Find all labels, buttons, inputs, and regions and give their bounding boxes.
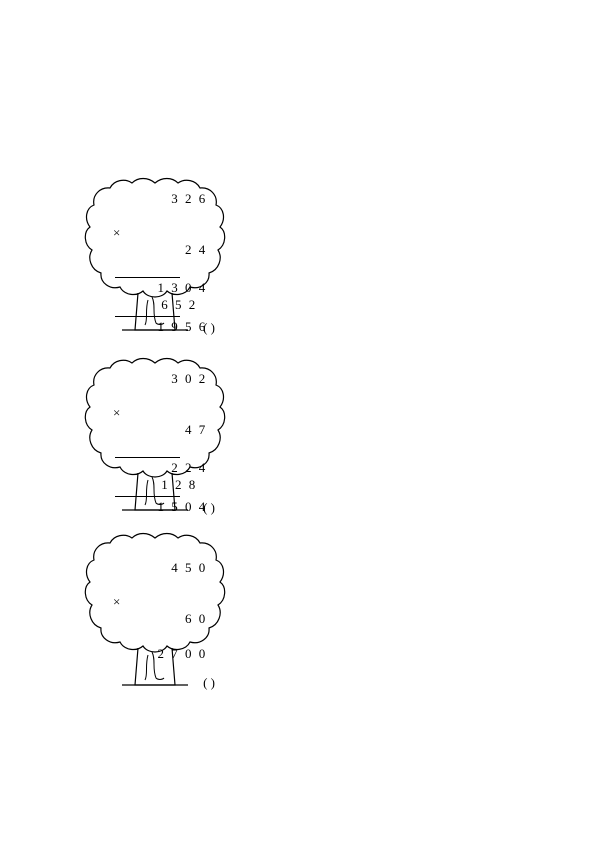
answer-paren: ( ) — [203, 500, 215, 516]
answer-paren: ( ) — [203, 675, 215, 691]
partial-product-1: 1 3 0 4 — [115, 280, 207, 297]
multiplier-row: × 4 7 — [115, 388, 207, 456]
result: 1 5 0 4 — [115, 499, 207, 516]
multiplication-1: 3 2 6 × 2 4 1 3 0 4 6 5 2 1 9 5 6 — [115, 191, 207, 336]
multiplication-3: 4 5 0 × 6 0 2 7 0 0 — [115, 560, 207, 663]
multiplicand: 3 0 2 — [115, 371, 207, 388]
page: 3 2 6 × 2 4 1 3 0 4 6 5 2 1 9 5 6 ( ) 3 … — [0, 0, 595, 842]
result: 2 7 0 0 — [115, 646, 207, 663]
rule-line — [115, 457, 180, 458]
partial-product-2: 6 5 2 — [115, 297, 207, 314]
answer-paren: ( ) — [203, 320, 215, 336]
result: 1 9 5 6 — [115, 319, 207, 336]
multiplier: 4 7 — [185, 422, 207, 437]
mult-sign: × — [113, 594, 122, 611]
multiplicand: 3 2 6 — [115, 191, 207, 208]
tree-problem-3: 4 5 0 × 6 0 2 7 0 0 ( ) — [80, 530, 230, 695]
mult-sign: × — [113, 225, 122, 242]
tree-problem-2: 3 0 2 × 4 7 2 2 4 1 2 8 1 5 0 4 ( ) — [80, 355, 230, 520]
mult-sign: × — [113, 405, 122, 422]
multiplier-row: × 6 0 — [115, 577, 207, 645]
rule-line — [115, 316, 180, 317]
multiplier: 2 4 — [185, 242, 207, 257]
partial-product-1: 2 2 4 — [115, 460, 207, 477]
rule-line — [115, 496, 180, 497]
multiplier: 6 0 — [185, 611, 207, 626]
multiplication-2: 3 0 2 × 4 7 2 2 4 1 2 8 1 5 0 4 — [115, 371, 207, 516]
tree-problem-1: 3 2 6 × 2 4 1 3 0 4 6 5 2 1 9 5 6 ( ) — [80, 175, 230, 340]
partial-product-2: 1 2 8 — [115, 477, 207, 494]
rule-line — [115, 277, 180, 278]
multiplier-row: × 2 4 — [115, 208, 207, 276]
multiplicand: 4 5 0 — [115, 560, 207, 577]
